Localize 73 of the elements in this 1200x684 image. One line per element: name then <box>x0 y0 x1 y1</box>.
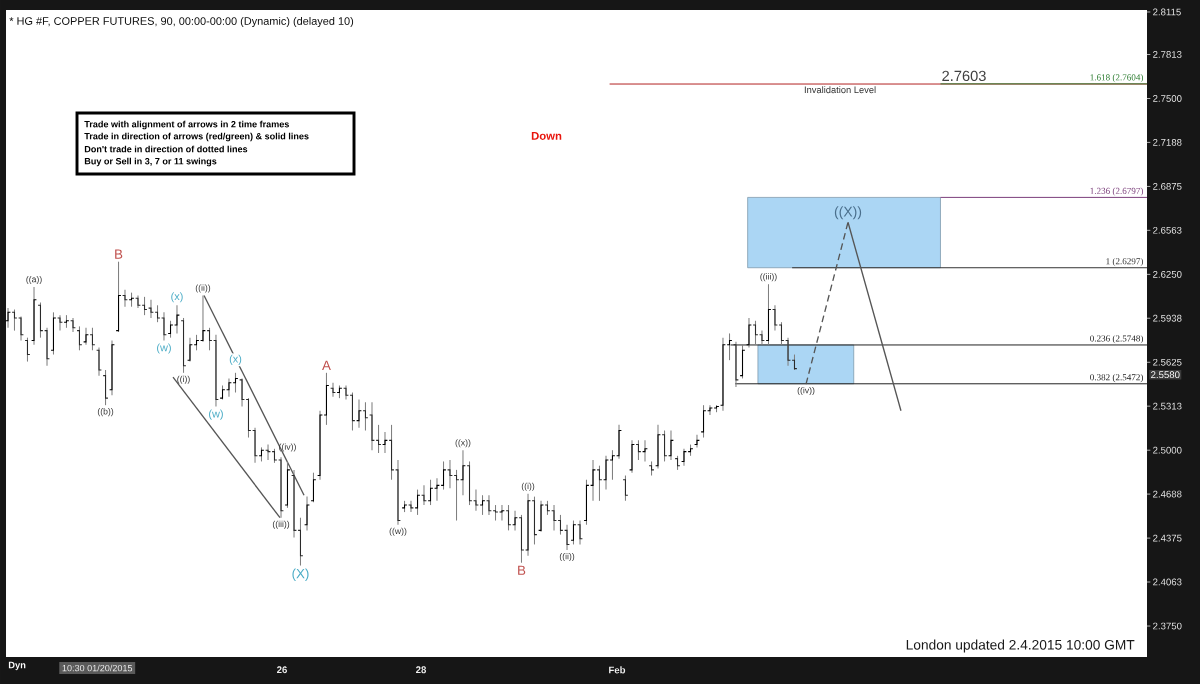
annotation: (w) <box>209 409 223 420</box>
annotation: Trade in direction of arrows (red/green) & solid lines <box>84 132 309 142</box>
y-tick-label: 2.7500 <box>1153 95 1182 102</box>
annotation: London updated 2.4.2015 10:00 GMT <box>906 639 1135 653</box>
annotation: ((X)) <box>834 206 862 220</box>
annotation: (w) <box>157 343 171 354</box>
annotation: ((x)) <box>455 439 471 448</box>
y-tick-label: 2.7188 <box>1153 139 1182 146</box>
candlestick <box>362 401 369 432</box>
annotation: ((ii)) <box>559 553 575 562</box>
annotation: Buy or Sell in 3, 7 or 11 swings <box>84 157 217 167</box>
annotation: ((a)) <box>26 276 42 285</box>
y-tick-label: 2.6563 <box>1153 226 1182 234</box>
candlestick <box>434 477 440 502</box>
chart-title: * HG #F, COPPER FUTURES, 90, 00:00-00:00 (Dynamic) (delayed 10) <box>9 16 354 28</box>
annotation: ((b)) <box>97 408 114 417</box>
annotation: B <box>518 565 526 575</box>
candlestick <box>330 382 336 398</box>
annotation: ((i)) <box>177 375 190 384</box>
annotation: B <box>115 249 123 259</box>
y-tick-label: 2.5313 <box>1153 402 1182 410</box>
text: 2.5580 <box>1151 371 1180 379</box>
y-tick-label: 2.3750 <box>1153 622 1182 630</box>
annotation: Trade with alignment of arrows in 2 time frames <box>84 120 289 130</box>
x-tick-label: 26 <box>276 666 287 674</box>
annotation: ((iii)) <box>760 273 777 282</box>
y-tick-label: 2.4688 <box>1153 490 1182 498</box>
candlestick <box>408 500 414 513</box>
candlestick <box>122 289 128 308</box>
annotation: 2.7603 <box>942 70 986 82</box>
candlestick <box>232 372 239 394</box>
annotation: ((iii)) <box>272 520 290 529</box>
y-tick-label: 2.7813 <box>1153 51 1182 58</box>
annotation: A <box>322 360 331 370</box>
ref-line-label: 1.618 (2.7604) <box>1090 74 1143 83</box>
annotation: Down <box>531 132 562 140</box>
y-tick-label: 2.4375 <box>1153 534 1182 542</box>
candlestick <box>343 384 349 401</box>
annotation: (x) <box>229 354 242 365</box>
ref-line-label: 1.236 (2.6797) <box>1090 187 1143 196</box>
ref-line-label: 0.382 (2.5472) <box>1090 373 1143 383</box>
candlestick <box>447 459 453 489</box>
text: Dyn <box>8 661 26 671</box>
y-tick-label: 2.5000 <box>1153 446 1182 454</box>
candlestick <box>375 424 382 454</box>
y-tick-label: 2.5938 <box>1153 314 1182 322</box>
y-tick-label: 2.6875 <box>1153 183 1182 190</box>
annotation: ((i)) <box>521 482 535 491</box>
y-tick-label: 2.8115 <box>1153 8 1181 16</box>
annotation: Don't trade in direction of dotted lines <box>84 145 248 153</box>
candlestick <box>499 504 505 522</box>
candlestick <box>609 449 616 481</box>
text: 10:30 01/20/2015 <box>62 664 133 672</box>
candlestick <box>707 404 713 416</box>
candlestick <box>642 439 648 462</box>
annotation: ((ii)) <box>195 284 211 293</box>
annotation: ((w)) <box>389 527 407 536</box>
ref-line-label: Invalidation Level <box>804 86 876 94</box>
candlestick <box>694 434 700 448</box>
y-tick-label: 2.4063 <box>1153 578 1182 586</box>
annotation: (X) <box>292 568 309 581</box>
ref-line-label: 1 (2.6297) <box>1106 257 1143 267</box>
x-tick-label: 28 <box>415 666 427 674</box>
annotation: ((iv)) <box>797 387 815 396</box>
ref-line-label: 0.236 (2.5748) <box>1090 335 1143 344</box>
x-tick-label: Feb <box>609 666 626 674</box>
candlestick <box>453 469 460 522</box>
candlestick <box>421 484 427 506</box>
y-tick-label: 2.5625 <box>1153 358 1182 366</box>
candlestick <box>57 314 63 332</box>
y-tick-label: 2.6250 <box>1153 270 1182 278</box>
annotation: (x) <box>171 292 183 303</box>
candlestick <box>726 332 733 361</box>
